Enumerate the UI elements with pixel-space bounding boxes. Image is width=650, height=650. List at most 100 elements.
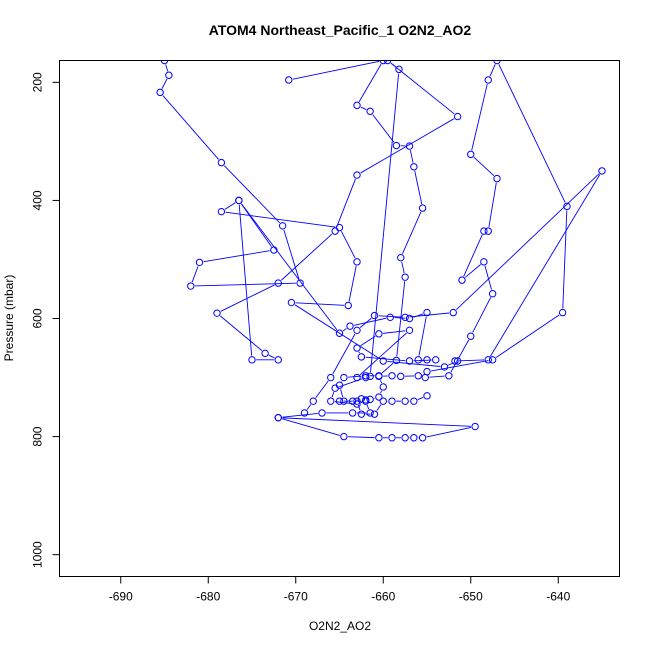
- x-tick-label: -660: [371, 590, 395, 604]
- data-point: [261, 349, 269, 358]
- data-point: [344, 301, 352, 310]
- series-layer: [156, 60, 606, 442]
- data-point: [423, 356, 431, 364]
- series-line-segment: [378, 315, 401, 318]
- data-point: [375, 434, 383, 442]
- series-line-segment: [382, 330, 406, 334]
- data-point: [488, 290, 497, 298]
- series-line-segment: [354, 317, 387, 326]
- series-line-segment: [495, 314, 560, 358]
- y-tick-label: 800: [31, 426, 45, 446]
- plot-area: [59, 60, 620, 577]
- data-point: [386, 313, 394, 322]
- data-point: [480, 258, 488, 266]
- series-line-segment: [203, 250, 270, 263]
- y-axis: 200 400 600 800 1000: [31, 72, 60, 568]
- series-line-segment: [489, 64, 496, 77]
- data-point: [318, 409, 326, 417]
- data-point: [217, 158, 226, 167]
- series-line-segment: [426, 426, 472, 438]
- y-tick-label: 400: [31, 190, 45, 210]
- series-line-segment: [380, 380, 383, 384]
- data-point: [405, 314, 414, 323]
- data-point: [397, 253, 405, 262]
- series-line-segment: [223, 165, 281, 224]
- data-point: [362, 373, 370, 382]
- series-line-segment: [365, 356, 406, 362]
- data-point: [598, 167, 606, 175]
- series-line-segment: [431, 360, 489, 372]
- series-line-segment: [394, 317, 406, 319]
- series-line-segment: [292, 60, 380, 80]
- series-line-segment: [315, 380, 329, 399]
- data-point: [348, 409, 357, 417]
- data-point: [453, 357, 462, 365]
- data-point: [401, 397, 409, 405]
- data-point: [370, 410, 379, 418]
- series-line-segment: [225, 211, 336, 228]
- series-line-segment: [282, 418, 340, 436]
- y-axis-label: Pressure (mbar): [2, 275, 16, 362]
- series-line-segment: [413, 359, 432, 362]
- series-line-segment: [357, 404, 361, 411]
- data-point: [366, 395, 374, 404]
- series-line-segment: [409, 150, 414, 163]
- series-line-segment: [334, 401, 353, 405]
- series-line-segment: [281, 233, 333, 281]
- data-point: [392, 141, 401, 150]
- series-line-segment: [396, 281, 406, 357]
- series-line-segment: [490, 174, 601, 357]
- x-tick-label: -640: [546, 590, 570, 604]
- series-line-segment: [268, 354, 275, 359]
- series-line-segment: [498, 64, 566, 203]
- series-line-segment: [161, 78, 168, 89]
- data-point: [405, 326, 414, 335]
- data-point: [414, 372, 422, 380]
- series-0: [156, 60, 606, 417]
- data-point: [331, 384, 339, 392]
- data-point: [160, 60, 169, 65]
- series-line-segment: [414, 170, 423, 205]
- data-point: [248, 356, 256, 364]
- data-point: [327, 373, 335, 382]
- data-point: [401, 273, 409, 281]
- data-point: [370, 311, 379, 320]
- data-point: [353, 258, 361, 266]
- series-line-segment: [473, 156, 495, 177]
- data-point: [375, 330, 383, 338]
- data-point: [274, 356, 282, 364]
- data-point: [187, 282, 195, 290]
- data-point: [217, 207, 226, 216]
- data-point: [423, 392, 431, 400]
- series-line-segment: [472, 297, 492, 333]
- data-point: [366, 372, 374, 381]
- series-line-segment: [358, 351, 360, 354]
- data-point: [274, 279, 282, 287]
- data-point: [488, 356, 497, 364]
- series-line-segment: [455, 173, 600, 311]
- data-point: [366, 107, 374, 115]
- y-tick-label: 600: [31, 308, 45, 328]
- series-line-segment: [283, 229, 300, 280]
- data-point: [493, 174, 501, 183]
- data-point: [353, 344, 361, 352]
- data-point: [296, 279, 304, 287]
- y-tick-label: 1000: [31, 541, 45, 568]
- series-line-segment: [390, 62, 455, 115]
- series-line-segment: [418, 316, 427, 356]
- x-axis-label: O2N2_AO2: [309, 619, 371, 633]
- data-point: [285, 76, 293, 84]
- data-point: [340, 432, 348, 441]
- data-point: [274, 413, 282, 422]
- data-point: [327, 397, 335, 405]
- data-point: [309, 397, 317, 405]
- series-line-segment: [348, 436, 375, 439]
- data-point: [467, 150, 475, 159]
- data-point: [397, 372, 405, 381]
- data-point: [395, 65, 403, 74]
- series-line-segment: [282, 417, 471, 427]
- data-point: [375, 372, 383, 381]
- data-point: [423, 367, 431, 376]
- data-point: [440, 363, 449, 371]
